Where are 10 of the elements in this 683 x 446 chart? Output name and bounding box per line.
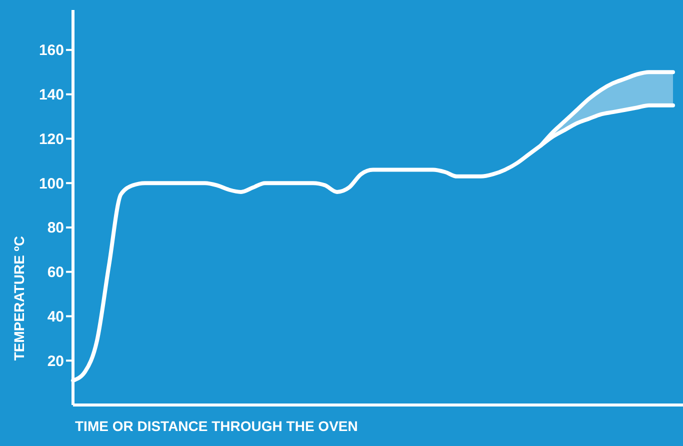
y-tick-label: 40 (47, 308, 64, 326)
y-tick-label: 160 (38, 42, 64, 60)
y-tick-label: 100 (38, 175, 64, 192)
y-axis-title: TEMPERATURE ºC (11, 236, 27, 361)
x-axis-title: TIME OR DISTANCE THROUGH THE OVEN (75, 418, 358, 434)
y-tick-label: 80 (47, 220, 64, 237)
y-tick-label: 120 (38, 130, 64, 148)
y-tick-label: 140 (38, 86, 64, 104)
y-tick-label: 20 (47, 352, 64, 370)
y-tick-label: 60 (47, 264, 64, 282)
